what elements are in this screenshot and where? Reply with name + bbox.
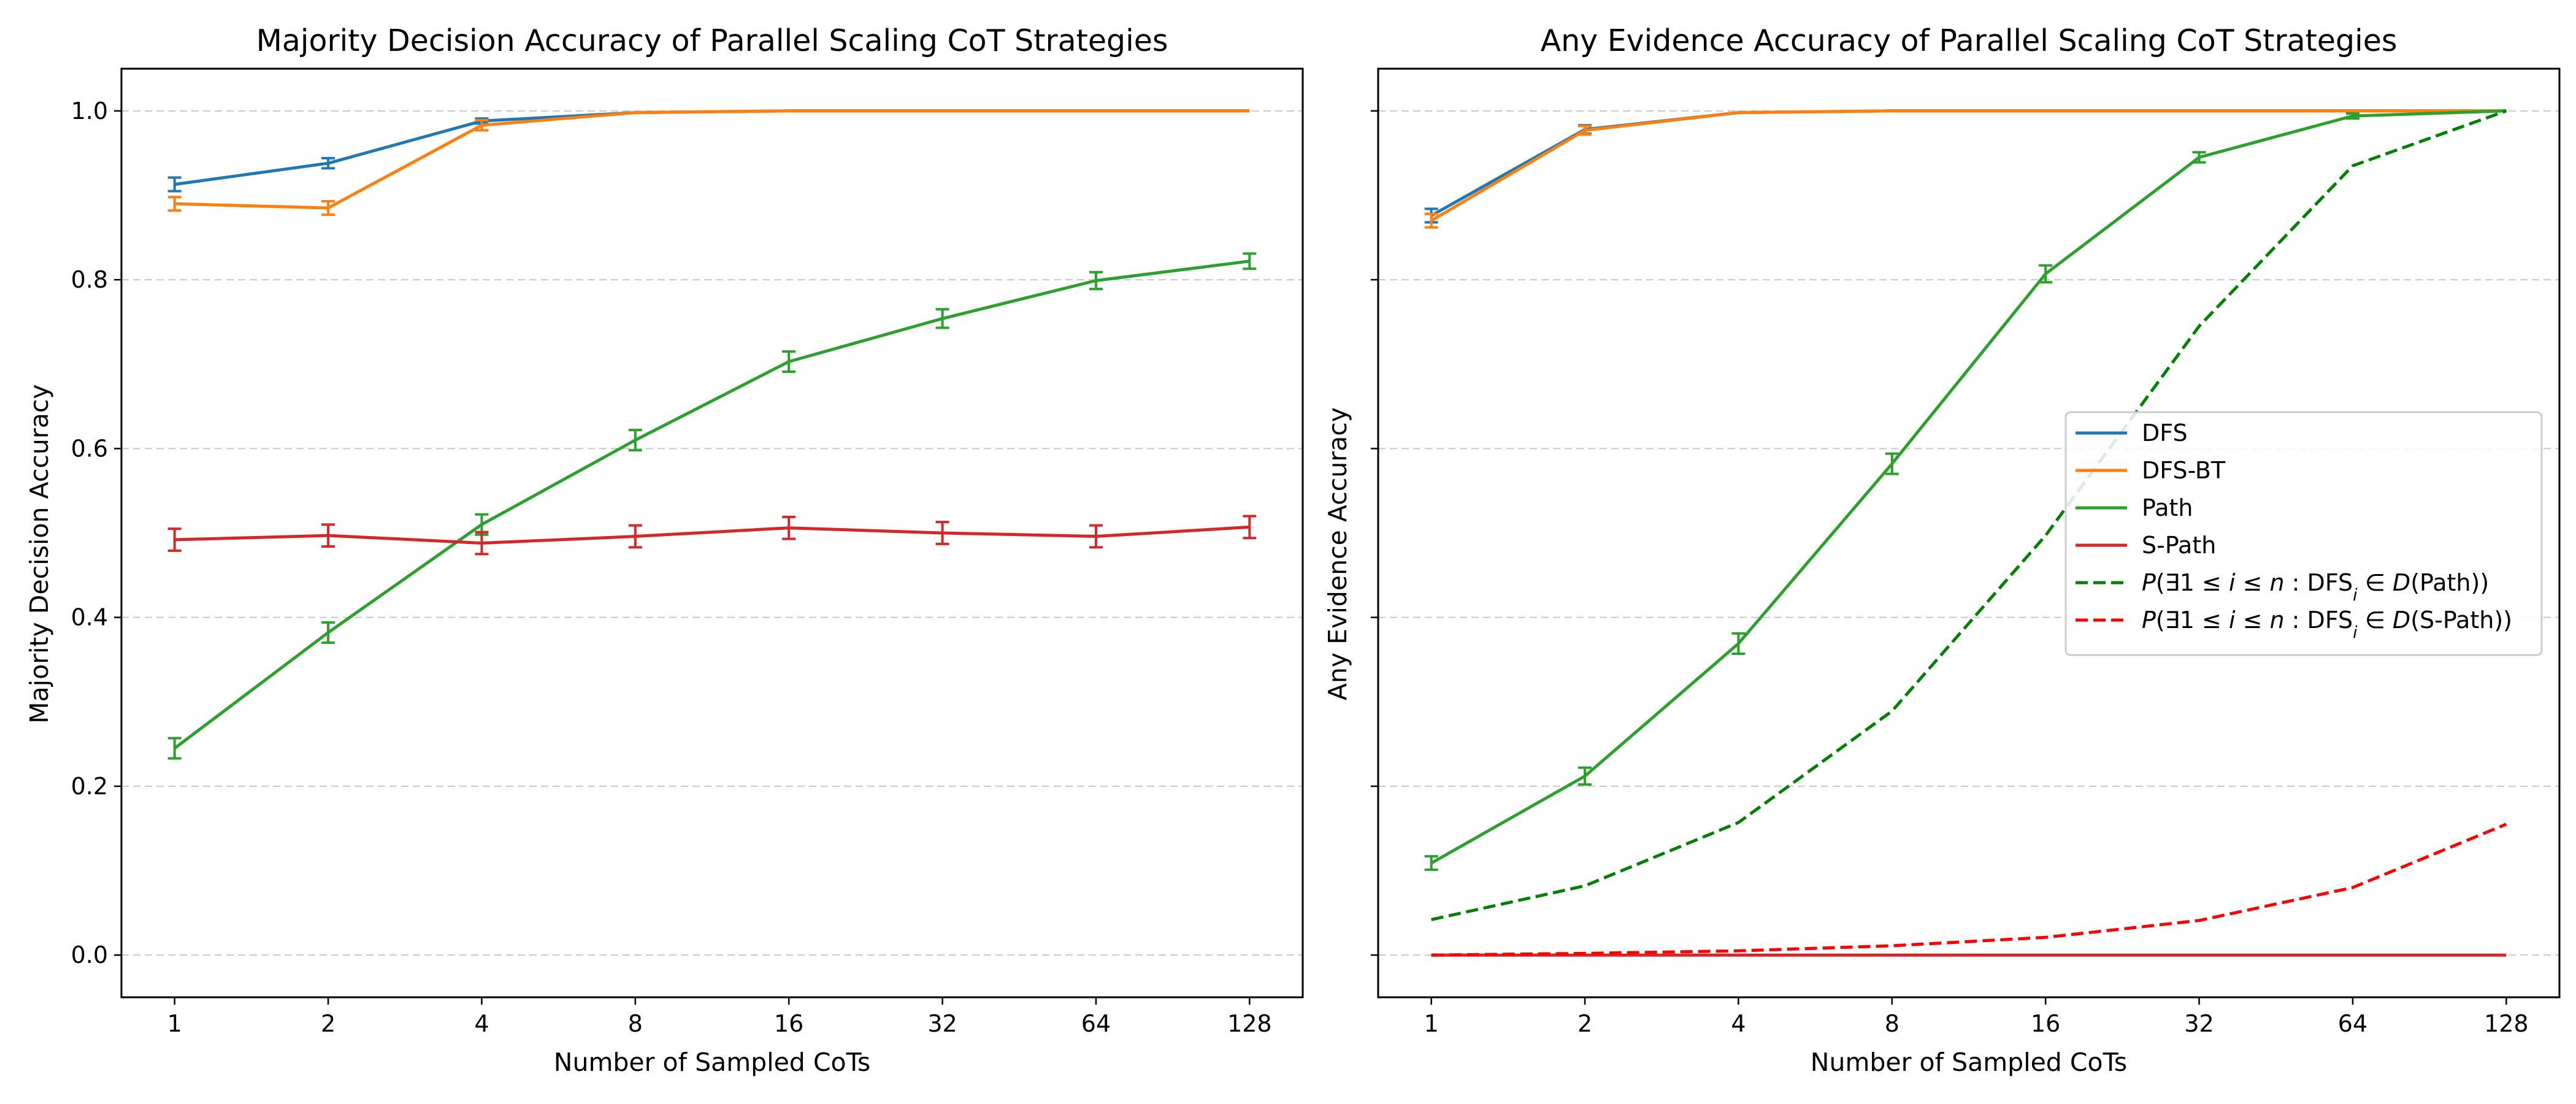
left-x-tick-label: 64	[1081, 1010, 1111, 1037]
right-series-probability-s-path	[1431, 822, 2507, 957]
left-errorbar-dfs	[167, 176, 182, 193]
right-x-axis-label: Number of Sampled CoTs	[1811, 1048, 2127, 1077]
legend-entry-probability-path: P(∃1 ≤ i ≤ n : DFSi ∈ D(Path))	[2076, 569, 2489, 605]
right-errorbar-dfs-bt	[1578, 125, 1592, 136]
left-series-layer	[167, 109, 1257, 760]
right-errorbar-path	[1424, 855, 1438, 872]
left-x-tick-label: 1	[167, 1010, 182, 1037]
left-plot-frame	[120, 67, 1304, 999]
right-x-tick-label: 16	[2031, 1010, 2060, 1037]
right-line-probability-s-path	[1431, 822, 2507, 957]
left-errorbar-s-path	[628, 524, 642, 549]
left-errorbar-s-path	[782, 515, 796, 540]
right-errorbar-path	[2345, 112, 2359, 120]
left-errorbar-dfs-bt	[321, 200, 335, 217]
legend-frame	[2064, 411, 2543, 656]
legend-entry-dfs-bt: DFS-BT	[2076, 457, 2226, 484]
right-line-dfs-bt	[1430, 109, 2507, 222]
left-x-tick-label: 8	[628, 1010, 643, 1037]
left-chart-title: Majority Decision Accuracy of Parallel S…	[256, 23, 1168, 58]
right-line-probability-path	[1431, 109, 2507, 921]
left-errorbar-path	[628, 429, 642, 452]
legend-label: P(∃1 ≤ i ≤ n : DFSi ∈ D(S-Path))	[2142, 607, 2512, 642]
left-errorbar-s-path	[167, 527, 182, 552]
left-series-s-path	[167, 515, 1257, 556]
right-errorbar-path	[2192, 151, 2206, 164]
right-ticks: 1 2 4 8 16 32 64 128	[1371, 110, 2529, 1037]
left-errorbar-path	[167, 737, 182, 760]
left-errorbar-dfs-bt	[475, 118, 489, 132]
left-errorbar-s-path	[475, 531, 489, 556]
left-errorbar-dfs-bt	[167, 196, 182, 212]
legend-entry-s-path: S-Path	[2076, 532, 2216, 559]
left-errorbar-path	[1243, 252, 1257, 270]
right-plot-frame	[1377, 67, 2561, 999]
right-y-axis-label: Any Evidence Accuracy	[1323, 407, 1352, 700]
right-series-dfs-bt	[1424, 109, 2507, 229]
left-y-tick-label: 0.8	[71, 266, 108, 293]
legend-entry-dfs: DFS	[2076, 420, 2188, 447]
right-x-tick-label: 32	[2184, 1010, 2214, 1037]
left-y-tick-label: 1.0	[71, 98, 108, 125]
left-y-tick-label: 0.0	[71, 941, 108, 968]
right-errorbar-path	[1731, 632, 1746, 655]
legend-label: DFS-BT	[2142, 457, 2226, 484]
right-errorbar-path	[1578, 766, 1592, 786]
left-errorbar-s-path	[321, 523, 335, 548]
left-series-dfs-bt	[167, 109, 1250, 217]
left-errorbar-path	[1089, 270, 1103, 291]
left-errorbar-s-path	[935, 521, 949, 545]
right-x-tick-label: 128	[2484, 1010, 2529, 1037]
right-x-tick-label: 1	[1424, 1010, 1439, 1037]
left-x-tick-label: 16	[774, 1010, 803, 1037]
right-chart-panel: Any Evidence Accuracy of Parallel Scalin…	[1323, 23, 2561, 1077]
left-x-tick-label: 128	[1227, 1010, 1272, 1037]
legend-label: DFS	[2142, 420, 2188, 447]
right-x-tick-label: 8	[1885, 1010, 1899, 1037]
legend-entry-probability-s-path: P(∃1 ≤ i ≤ n : DFSi ∈ D(S-Path))	[2076, 607, 2512, 642]
left-x-tick-label: 2	[321, 1010, 335, 1037]
left-line-path	[174, 259, 1250, 749]
left-errorbar-path	[782, 350, 796, 374]
left-x-axis-label: Number of Sampled CoTs	[554, 1048, 870, 1077]
legend-label: S-Path	[2142, 532, 2216, 559]
left-y-tick-label: 0.2	[71, 773, 108, 800]
left-line-dfs-bt	[174, 109, 1250, 210]
right-line-path	[1430, 109, 2507, 865]
right-x-tick-label: 4	[1731, 1010, 1746, 1037]
left-series-path	[167, 252, 1257, 760]
left-line-s-path	[174, 525, 1250, 545]
right-errorbar-path	[1885, 452, 1899, 475]
left-y-axis-label: Majority Decision Accuracy	[25, 384, 54, 723]
right-errorbar-dfs-bt	[1424, 212, 1438, 229]
left-x-tick-label: 32	[927, 1010, 957, 1037]
legend-entry-path: Path	[2076, 494, 2193, 521]
left-errorbar-path	[935, 308, 949, 329]
left-ticks: 0.0 0.2 0.4 0.6 0.8 1.0 1 2 4 8 16 32 64 128	[71, 98, 1272, 1037]
legend-label: P(∃1 ≤ i ≤ n : DFSi ∈ D(Path))	[2142, 569, 2489, 605]
left-errorbar-path	[321, 621, 335, 644]
legend-label: Path	[2142, 494, 2193, 521]
right-x-tick-label: 2	[1577, 1010, 1592, 1037]
left-errorbar-s-path	[1243, 515, 1257, 540]
right-chart-title: Any Evidence Accuracy of Parallel Scalin…	[1541, 23, 2398, 58]
right-x-tick-label: 64	[2338, 1010, 2367, 1037]
right-series-path	[1424, 109, 2507, 872]
left-y-tick-label: 0.6	[71, 435, 108, 462]
right-series-layer	[1424, 109, 2507, 957]
legend: DFS DFS-BT Path S-Path P(∃1 ≤ i ≤ n : DFSi ∈…	[2064, 411, 2543, 656]
left-chart-panel: Majority Decision Accuracy of Parallel S…	[25, 23, 1304, 1077]
left-y-tick-label: 0.4	[71, 604, 108, 631]
left-errorbar-dfs	[321, 156, 335, 170]
left-errorbar-s-path	[1089, 524, 1103, 549]
left-x-tick-label: 4	[474, 1010, 489, 1037]
right-series-probability-path	[1431, 109, 2507, 921]
right-errorbar-path	[2039, 264, 2053, 284]
